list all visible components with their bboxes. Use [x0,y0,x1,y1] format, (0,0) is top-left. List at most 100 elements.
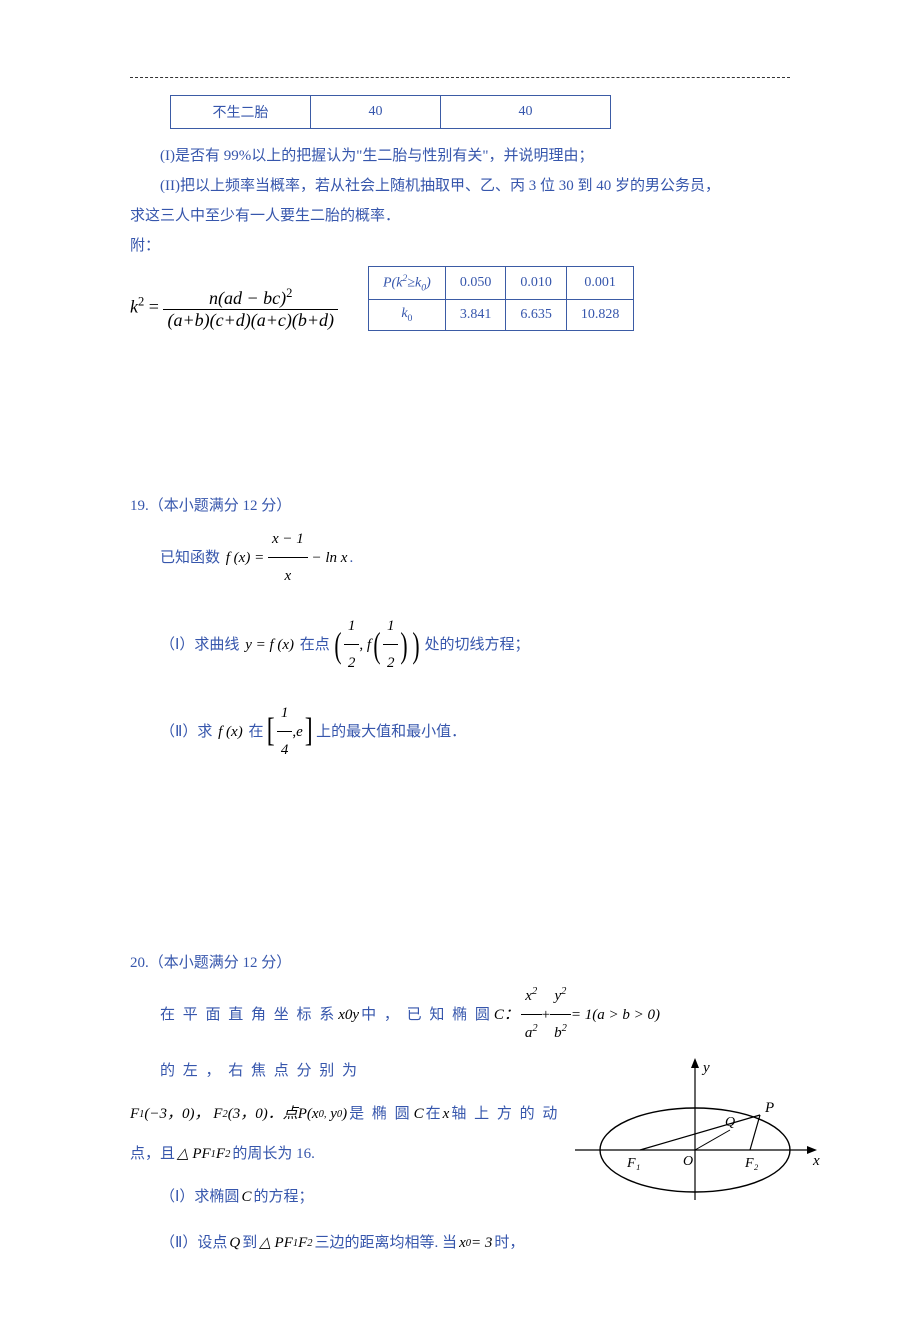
minus-lnx: − ln x [311,540,347,576]
eq-rhs: = 1(a > b > 0) [571,997,660,1033]
q20-part2: （Ⅱ）设点 Q 到 △ PF1F2 三边的距离均相等. 当 x0 = 3 时， [160,1225,560,1261]
fraction: n(ad − bc)2 (a+b)(c+d)(a+c)(b+d) [163,286,338,331]
tri-symbol: △ [259,1225,271,1261]
l1b: 中 ， 已 知 椭 圆 [361,997,492,1033]
l2b: 是 椭 圆 [349,1099,412,1129]
lparen-icon: ( [334,629,341,661]
denominator: (a+b)(c+d)(a+c)(b+d) [163,310,338,331]
l1a: 在 平 面 直 角 坐 标 系 [160,997,336,1033]
fx: f (x) [214,714,246,750]
part2-end: 上的最大值和最小值． [316,714,466,750]
line-f1p [640,1115,760,1150]
num: y2 [550,978,571,1015]
period: . [349,540,353,576]
p1: （Ⅰ）求椭圆 [160,1179,239,1215]
table-row: 不生二胎 40 40 [171,96,611,129]
k-symbol: k [130,297,138,317]
cell-value: 3.841 [445,300,506,331]
p2c: 三边的距离均相等. 当 [315,1225,458,1261]
denominator: x [268,558,308,594]
cell-header: k0 [368,300,445,331]
part1-end: 处的切线方程； [424,627,529,663]
cell-value: 6.635 [506,300,567,331]
p2end: 时， [494,1225,524,1261]
xoy: x0y [338,997,359,1033]
cell-value: 0.010 [506,267,567,300]
ellipse-eq: x2 a2 + y2 b2 = 1(a > b > 0) [521,978,660,1051]
equals: = [149,297,164,317]
C: C [414,1099,424,1129]
quarter-frac: 1 4 [277,695,293,768]
numerator: n(ad − bc)2 [163,286,338,310]
part2-pre: （Ⅱ）求 [160,714,212,750]
cell-value: 10.828 [566,300,634,331]
question-19: 19.（本小题满分 12 分） 已知函数 f (x) = x − 1 x − l… [130,491,790,768]
y-arrow-icon [691,1058,699,1068]
fx-label: f (x) = [226,540,264,576]
l3b: 的周长为 16. [232,1139,315,1169]
fx-expression: f (x) = x − 1 x − ln x [222,521,347,594]
question-ii-cont: 求这三人中至少有一人要生二胎的概率． [130,201,790,231]
p2b: 到 [242,1225,257,1261]
l1c: 的 左 ， 右 焦 点 分 别 为 [160,1053,359,1089]
foci-and-p: F1(−3，0)， F2(3，0)．点 P(x0, y0) [130,1099,347,1129]
label-O: O [683,1154,693,1169]
l2f: 轴 上 方 的 动 [451,1099,559,1129]
lparen-icon: ( [373,629,380,661]
q19-function-def: 已知函数 f (x) = x − 1 x − ln x . [160,521,790,594]
Q: Q [229,1225,240,1261]
cell-label: 不生二胎 [171,96,311,129]
label-y: y [701,1060,710,1076]
num: x2 [521,978,542,1015]
intro-text: 已知函数 [160,540,220,576]
part1-pre: （Ⅰ）求曲线 [160,627,239,663]
den: 2 [344,645,360,681]
interval: [ 1 4 , e ] [265,695,314,768]
e-symbol: e [296,714,303,750]
q19-part2: （Ⅱ）求 f (x) 在 [ 1 4 , e ] 上的最大值和最小值． [160,695,790,768]
den: 4 [277,732,293,768]
attach-label: 附： [130,231,790,261]
formula-and-table-row: k 2 = n(ad − bc)2 (a+b)(c+d)(a+c)(b+d) P(… [130,266,790,331]
half-frac: 1 2 [344,608,360,681]
header-rule [130,77,790,78]
q20-part1: （Ⅰ）求椭圆 C 的方程； [160,1179,560,1215]
l2d: 在 [426,1099,441,1129]
part2-mid: 在 [248,714,263,750]
comma: , [359,627,367,663]
fx-text: f (x) [218,714,243,750]
label-F2: F₂ [744,1156,759,1171]
data-table-1: 不生二胎 40 40 [170,95,611,129]
k-squared-formula: k 2 = n(ad − bc)2 (a+b)(c+d)(a+c)(b+d) [130,266,338,331]
cell-value: 0.001 [566,267,634,300]
label-x: x [812,1153,820,1169]
den: 2 [383,645,399,681]
p2a: （Ⅱ）设点 [160,1225,227,1261]
num: 1 [344,608,360,645]
part1-mid: 在点 [300,627,330,663]
rparen-icon: ) [401,629,408,661]
num: 1 [383,608,399,645]
triangle: △ PF1F2 [177,1139,230,1169]
x: x [443,1099,450,1129]
q20-narrow-block: 点，且 △ PF1F2 的周长为 16. （Ⅰ）求椭圆 C 的方程； （Ⅱ）设点… [130,1139,560,1261]
yfx-text: y = f (x) [245,627,294,663]
C: C： [494,997,519,1033]
q20-line3: 点，且 △ PF1F2 的周长为 16. [130,1139,560,1169]
num-text: n(ad − bc) [209,288,286,308]
q19-header: 19.（本小题满分 12 分） [130,491,790,521]
yfx: y = f (x) [241,627,297,663]
q19-part1: （Ⅰ）求曲线 y = f (x) 在点 ( 1 2 , f ( 1 2 [160,608,790,681]
exp-2: 2 [286,286,292,300]
table-row: k0 3.841 6.635 10.828 [368,300,633,331]
p1end: 的方程； [253,1179,313,1215]
x2a2: x2 a2 [521,978,542,1051]
rparen-icon: ) [413,629,420,661]
den: b2 [550,1015,571,1051]
table-row: P(k2≥k0) 0.050 0.010 0.001 [368,267,633,300]
den: a2 [521,1015,542,1051]
q20-header: 20.（本小题满分 12 分） [130,948,790,978]
chi-square-table: P(k2≥k0) 0.050 0.010 0.001 k0 3.841 6.63… [368,266,634,331]
triangle2: △ PF1F2 [259,1225,312,1261]
line-f2p [750,1115,760,1150]
